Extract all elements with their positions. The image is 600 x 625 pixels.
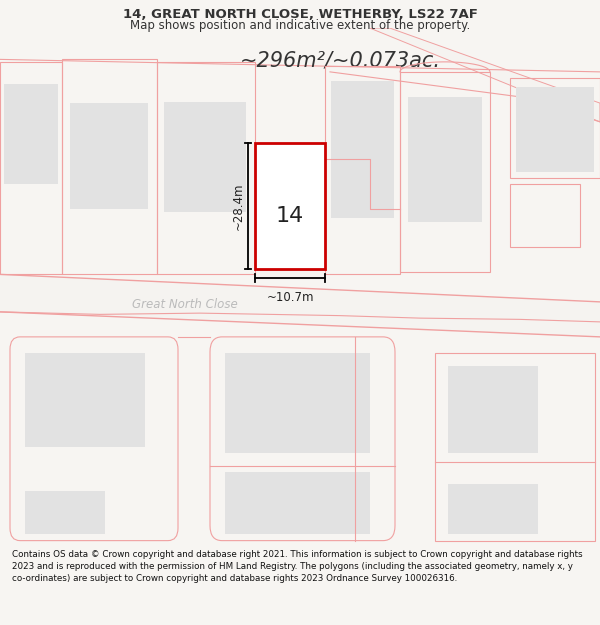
Text: Contains OS data © Crown copyright and database right 2021. This information is : Contains OS data © Crown copyright and d… — [12, 550, 583, 582]
Bar — [510, 184, 580, 247]
Bar — [62, 59, 157, 274]
Text: ~296m²/~0.073ac.: ~296m²/~0.073ac. — [240, 51, 441, 71]
Text: Map shows position and indicative extent of the property.: Map shows position and indicative extent… — [130, 19, 470, 32]
Text: 14: 14 — [276, 206, 304, 226]
Bar — [25, 491, 105, 534]
Bar — [408, 97, 482, 222]
Bar — [331, 81, 394, 218]
Bar — [70, 103, 148, 209]
Bar — [225, 353, 370, 453]
Bar — [448, 366, 538, 453]
Bar — [516, 87, 594, 172]
Bar — [4, 84, 58, 184]
Polygon shape — [370, 28, 600, 122]
Bar — [255, 143, 325, 269]
Bar — [448, 484, 538, 534]
Bar — [164, 102, 246, 212]
Bar — [263, 181, 317, 226]
Bar — [435, 353, 595, 541]
Bar — [0, 62, 62, 274]
Bar — [400, 72, 490, 272]
Text: Great North Close: Great North Close — [132, 298, 238, 311]
Bar — [510, 78, 600, 178]
Polygon shape — [0, 274, 600, 337]
Bar — [157, 62, 255, 274]
Text: 14, GREAT NORTH CLOSE, WETHERBY, LS22 7AF: 14, GREAT NORTH CLOSE, WETHERBY, LS22 7A… — [122, 8, 478, 21]
Bar — [325, 66, 400, 274]
Text: ~10.7m: ~10.7m — [266, 291, 314, 304]
Bar — [225, 472, 370, 534]
Bar — [25, 353, 145, 447]
Text: ~28.4m: ~28.4m — [232, 182, 245, 230]
